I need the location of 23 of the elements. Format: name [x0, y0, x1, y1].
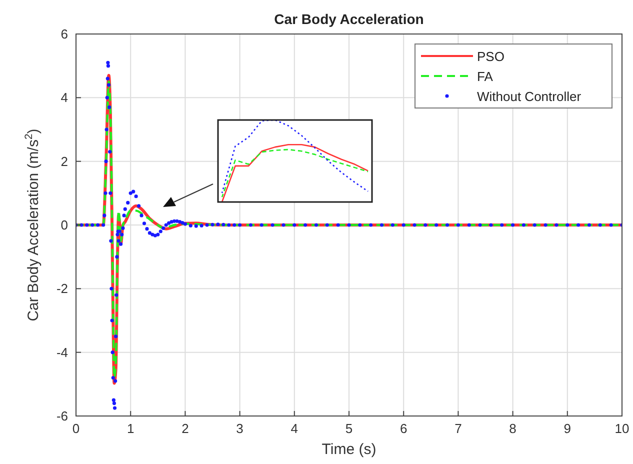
- y-tick-label: -2: [56, 281, 68, 296]
- x-tick-label: 9: [564, 421, 572, 436]
- y-tick-label: 4: [60, 90, 68, 106]
- x-tick-label: 5: [345, 421, 353, 436]
- legend-label: Without Controller: [477, 89, 582, 104]
- x-tick-label: 7: [454, 421, 462, 436]
- x-axis-title: Time (s): [322, 441, 376, 458]
- x-tick-label: 4: [290, 421, 298, 436]
- y-tick-label: 0: [60, 218, 68, 232]
- y-tick-label: -4: [56, 344, 68, 360]
- chart-title: Car Body Acceleration: [274, 11, 424, 27]
- legend-label: PSO: [477, 49, 504, 64]
- x-tick-label: 8: [509, 421, 516, 436]
- y-tick-label: -6: [56, 408, 68, 424]
- x-tick-label: 6: [400, 421, 408, 436]
- y-tick-label: 6: [60, 26, 68, 42]
- x-tick-label: 0: [72, 421, 80, 436]
- x-tick-label: 10: [614, 421, 630, 436]
- x-tick-label: 1: [126, 421, 134, 436]
- x-tick-label: 2: [182, 421, 189, 436]
- legend-label: FA: [477, 69, 494, 84]
- y-tick-label: 2: [60, 154, 68, 169]
- x-tick-label: 3: [236, 421, 244, 436]
